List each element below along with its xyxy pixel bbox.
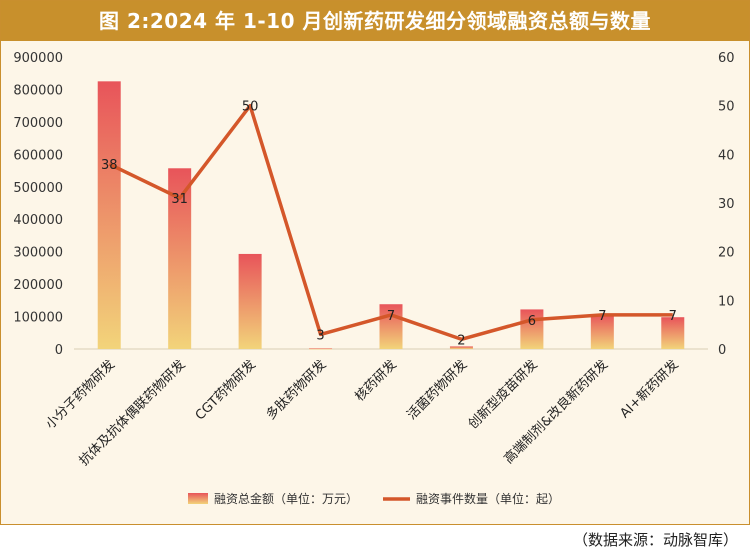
- category-label: 小分子药物研发: [42, 357, 118, 433]
- right-axis-tick-label: 30: [718, 197, 735, 212]
- line-data-label: 7: [387, 309, 395, 324]
- category-label: 核药研发: [352, 357, 400, 405]
- left-axis-tick-label: 500000: [13, 181, 63, 196]
- left-axis-tick-label: 800000: [13, 83, 63, 98]
- bar-total-amount: [238, 253, 262, 349]
- right-axis-tick-label: 60: [718, 51, 735, 66]
- chart-title: 图 2:2024 年 1-10 月创新药研发细分领域融资总额与数量: [1, 1, 749, 41]
- left-axis-tick-label: 0: [55, 343, 63, 358]
- line-data-label: 38: [101, 158, 118, 173]
- line-data-label: 2: [457, 333, 465, 348]
- category-label: 活菌药物研发: [404, 357, 470, 423]
- right-axis-tick-label: 0: [718, 343, 726, 358]
- bar-total-amount: [309, 348, 333, 350]
- category-label: 创新型疫苗研发: [465, 357, 541, 433]
- line-data-label: 7: [598, 309, 606, 324]
- left-axis-tick-label: 400000: [13, 213, 63, 228]
- chart-svg: 0 100000 200000 300000 400000 500000 600000 700…: [13, 51, 735, 506]
- chart-frame: 图 2:2024 年 1-10 月创新药研发细分领域融资总额与数量: [0, 0, 750, 525]
- line-data-label: 6: [528, 314, 536, 329]
- left-axis-tick-label: 600000: [13, 148, 63, 163]
- right-axis-tick-label: 10: [718, 294, 735, 309]
- category-label: 多肽药物研发: [263, 357, 329, 423]
- bar-total-amount: [590, 314, 614, 349]
- left-axis-tick-label: 900000: [13, 51, 63, 66]
- right-axis-tick-label: 20: [718, 246, 735, 261]
- left-axis-tick-label: 700000: [13, 116, 63, 131]
- bar-total-amount: [661, 317, 685, 349]
- line-data-label: 50: [242, 100, 259, 115]
- line-data-label: 7: [669, 309, 677, 324]
- legend-bar-label: 融资总金额（单位：万元）: [214, 491, 358, 506]
- category-label: CGT药物研发: [192, 357, 259, 424]
- left-axis-tick-label: 100000: [13, 311, 63, 326]
- left-axis-tick-label: 300000: [13, 246, 63, 261]
- bar-total-amount: [97, 81, 121, 349]
- left-axis-tick-label: 200000: [13, 278, 63, 293]
- bar-total-amount: [449, 346, 473, 349]
- line-deal-count: [108, 103, 673, 342]
- right-axis-tick-label: 40: [718, 148, 735, 163]
- line-data-label: 31: [171, 192, 188, 207]
- category-label: AI+新药研发: [617, 357, 682, 422]
- right-axis-tick-label: 50: [718, 100, 735, 115]
- bar-total-amount: [168, 168, 192, 349]
- legend-bar-swatch: [188, 493, 208, 504]
- line-data-label: 3: [316, 328, 324, 343]
- data-source-note: （数据来源：动脉智库）: [572, 531, 738, 549]
- legend-line-label: 融资事件数量（单位：起）: [416, 491, 560, 506]
